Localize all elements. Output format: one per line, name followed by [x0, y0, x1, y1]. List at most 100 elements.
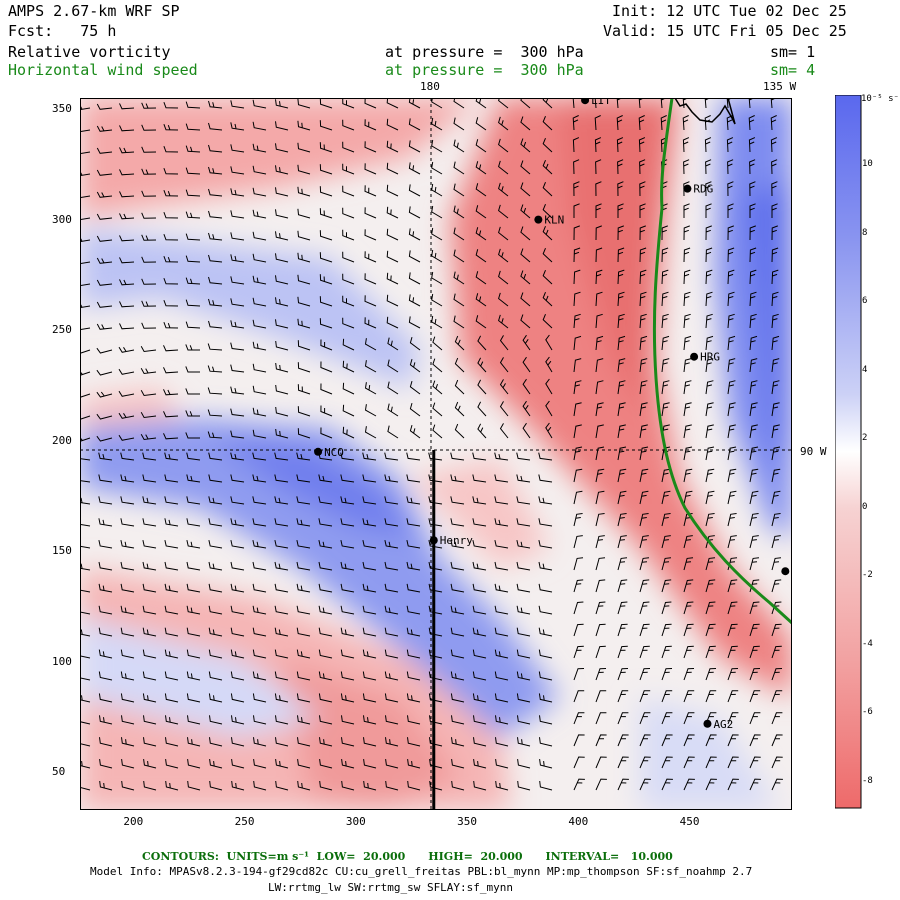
- wind-barb: [252, 627, 267, 637]
- wind-barb: [364, 360, 377, 373]
- wind-barb: [297, 780, 311, 791]
- wind-barb: [362, 649, 377, 659]
- wind-barb: [617, 645, 628, 659]
- wind-barb: [749, 181, 756, 197]
- station-dot[interactable]: [314, 447, 323, 456]
- wind-barb: [297, 362, 311, 373]
- wind-barb: [186, 539, 201, 549]
- wind-barb: [705, 601, 716, 615]
- wind-barb: [450, 583, 465, 593]
- wind-barb: [207, 343, 223, 351]
- wind-barb: [297, 252, 311, 263]
- wind-barb: [143, 715, 157, 725]
- wind-barb: [386, 118, 399, 131]
- wind-barb: [545, 422, 553, 439]
- wind-barb: [617, 380, 626, 395]
- wind-barb: [362, 627, 377, 637]
- wind-barb: [661, 513, 671, 527]
- wind-barb: [185, 410, 200, 417]
- map-plot[interactable]: LIT RDG KLN HRG NCO Henry AG2: [80, 98, 792, 810]
- wind-barb: [252, 231, 267, 241]
- wind-barb: [318, 518, 333, 527]
- meridian-label-180: 180: [420, 80, 440, 93]
- wind-barb: [118, 434, 135, 441]
- wind-barb: [80, 283, 91, 287]
- station-dot[interactable]: [429, 536, 438, 545]
- station-dot[interactable]: [703, 719, 712, 728]
- wind-barb: [705, 313, 713, 329]
- wind-barb: [451, 737, 465, 747]
- wind-barb: [187, 759, 201, 769]
- wind-barb: [727, 645, 738, 659]
- wind-barb: [340, 474, 355, 483]
- wind-barb: [432, 402, 443, 417]
- wind-barb: [572, 115, 579, 131]
- wind-barb: [208, 166, 223, 175]
- wind-barb: [661, 601, 672, 615]
- wind-barb: [252, 341, 267, 351]
- station-dot[interactable]: [781, 567, 790, 576]
- wind-barb: [364, 338, 377, 351]
- wind-barb: [119, 169, 135, 176]
- wind-barb: [275, 715, 289, 725]
- wind-barb: [252, 539, 267, 549]
- wind-barb: [185, 211, 201, 219]
- wind-barb: [387, 381, 399, 395]
- wind-barb: [428, 474, 443, 483]
- wind-barb: [516, 452, 531, 461]
- wind-barb: [542, 116, 553, 131]
- wind-barb: [573, 535, 583, 549]
- wind-barb: [297, 164, 311, 175]
- wind-barb: [705, 734, 717, 747]
- wind-barb: [407, 780, 421, 791]
- wind-barb: [362, 671, 377, 681]
- wind-barb: [498, 314, 509, 329]
- wind-barb: [406, 649, 421, 659]
- wind-barb: [472, 649, 487, 659]
- x-tick-label: 200: [123, 815, 144, 828]
- contour-info: CONTOURS: UNITS=m s⁻¹ LOW= 20.000 HIGH= …: [142, 850, 673, 863]
- wind-barb: [119, 301, 135, 308]
- wind-barb: [342, 295, 355, 307]
- station-dot[interactable]: [690, 352, 699, 361]
- wind-barb: [142, 627, 157, 637]
- wind-barb: [275, 165, 289, 175]
- wind-barb: [186, 474, 201, 483]
- wind-barb: [98, 627, 113, 637]
- wind-barb: [453, 315, 465, 329]
- wind-barb: [342, 382, 355, 395]
- wind-barb: [749, 159, 756, 175]
- wind-barb: [477, 401, 487, 417]
- wind-barb: [384, 496, 399, 505]
- wind-barb: [661, 668, 673, 681]
- wind-barb: [617, 291, 625, 307]
- wind-barb: [617, 712, 629, 725]
- wind-barb: [639, 313, 647, 329]
- wind-barb: [661, 380, 670, 395]
- wind-barb: [682, 137, 690, 153]
- wind-barb: [538, 671, 553, 681]
- wind-barb: [539, 715, 553, 725]
- wind-barb: [185, 277, 201, 285]
- wind-barb: [639, 358, 648, 373]
- wind-barb: [749, 690, 761, 703]
- wind-barb: [771, 446, 781, 461]
- wind-barb: [639, 535, 649, 549]
- station-dot[interactable]: [581, 98, 590, 105]
- station-dot[interactable]: [683, 184, 692, 193]
- wind-barb: [185, 432, 200, 439]
- wind-barb: [595, 645, 606, 659]
- wind-barb: [639, 579, 650, 593]
- wind-barb: [542, 138, 553, 153]
- wind-barb: [683, 468, 693, 483]
- wind-barb: [682, 115, 689, 131]
- wind-barb: [639, 668, 651, 681]
- wind-barb: [230, 276, 245, 285]
- meridian-label-135w: 135 W: [763, 80, 797, 93]
- wind-barb: [164, 693, 179, 703]
- wind-barb: [80, 151, 91, 155]
- wind-barb: [498, 160, 509, 175]
- station-dot[interactable]: [534, 215, 543, 224]
- y-tick-label: 200: [52, 433, 72, 447]
- wind-barb: [252, 275, 267, 285]
